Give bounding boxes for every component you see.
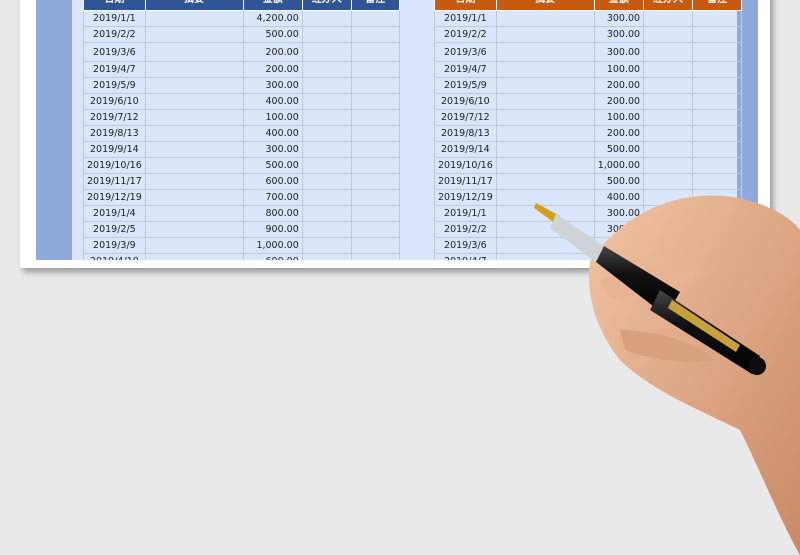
table-row: 2019/5/9 200.00 <box>434 77 743 94</box>
left-table: 日期摘要金额经办人备注 2019/1/14,200.002019/2/2500.… <box>83 0 400 260</box>
amount-cell[interactable]: 200.00 <box>593 125 645 142</box>
table-row: 2019/5/9 300.00 <box>83 77 400 94</box>
table-row: 2019/10/16 1,000.00 <box>434 157 743 174</box>
table-row: 2019/6/10 400.00 <box>83 93 400 110</box>
table-row: 2019/6/10 200.00 <box>434 93 743 110</box>
table-row: 2019/2/5 900.00 <box>83 221 400 238</box>
table-row: 2019/10/16 500.00 <box>83 157 400 174</box>
table-row: 2019/3/9 1,000.00 <box>83 237 400 254</box>
table-row: 2019/11/17 600.00 <box>83 173 400 190</box>
hand-icon <box>589 195 800 555</box>
table-row: 2019/9/14 500.00 <box>434 141 743 158</box>
table-row: 2019/11/17 500.00 <box>434 173 743 190</box>
table-row: 2019/1/1 4,200.00 <box>83 10 400 27</box>
header-row: 日期摘要金额经办人备注 <box>434 0 743 11</box>
table-row: 2019/3/6 200.00 <box>83 42 400 62</box>
fountain-pen-icon <box>534 203 766 375</box>
table-row: 2019/12/19 400.00 <box>434 189 743 206</box>
note-cell[interactable] <box>350 253 400 260</box>
table-row: 2019/3/6 300.00 <box>434 42 743 62</box>
left-ledger: 日期摘要金额经办人备注 2019/1/14,200.002019/2/2500.… <box>83 0 400 260</box>
table-row: 2019/4/10600.00 <box>83 253 400 260</box>
